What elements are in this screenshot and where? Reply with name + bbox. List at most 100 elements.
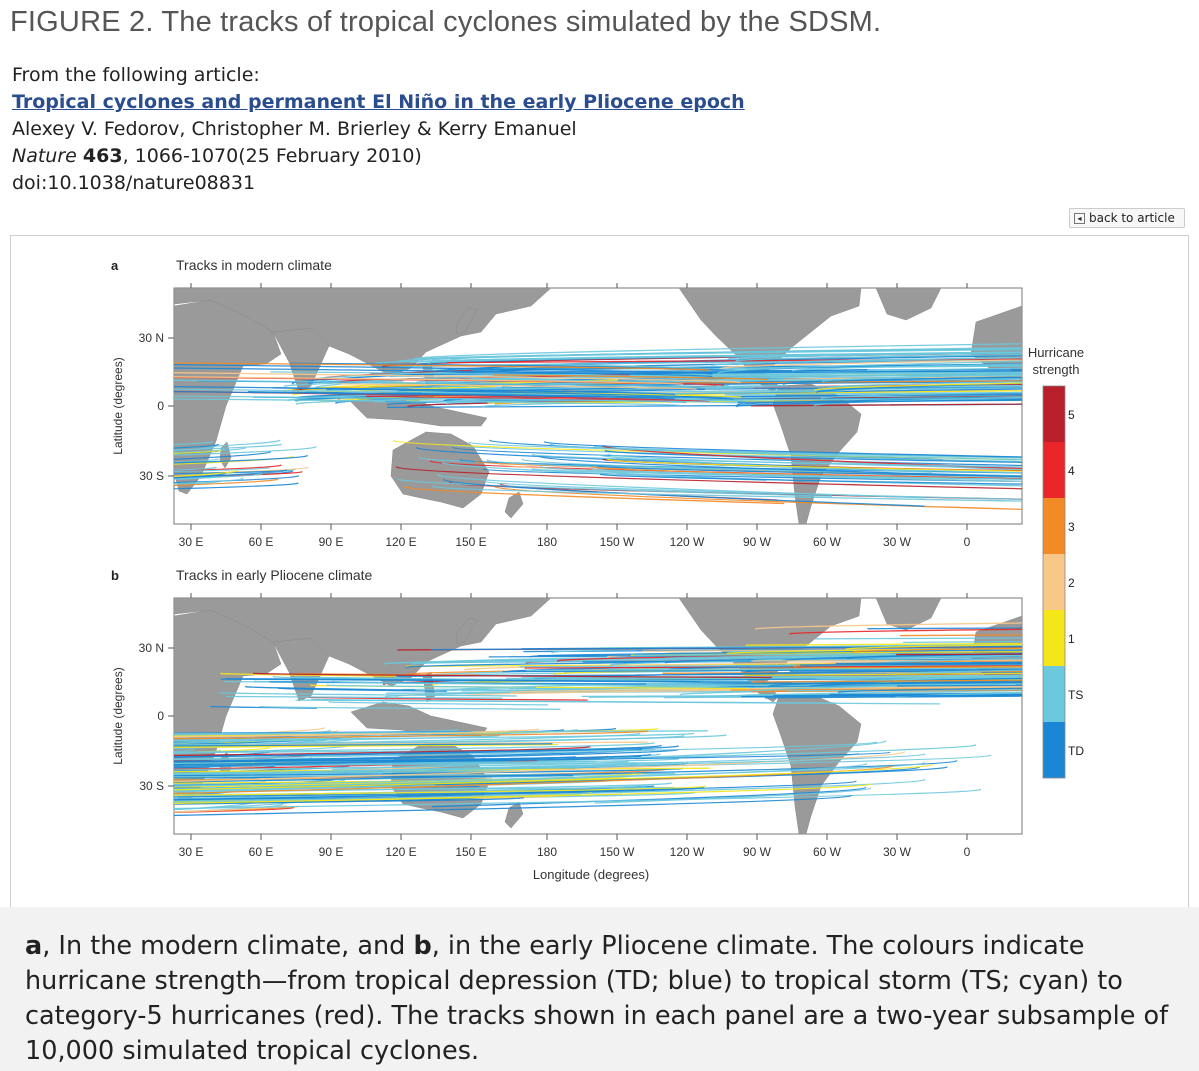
cyclone-track-b [406, 664, 1022, 676]
cyclone-track-a [436, 474, 925, 499]
panel-b-title: Tracks in early Pliocene climate [176, 567, 373, 583]
cyclone-track-a [607, 458, 1022, 472]
land-japan [455, 307, 478, 335]
back-to-article-label: back to article [1089, 211, 1175, 225]
cyclone-track-b [510, 686, 1022, 694]
cyclone-track-b [174, 745, 679, 758]
cyclone-track-a [303, 378, 784, 394]
cyclone-track-a [596, 465, 1022, 477]
cyclone-track-b [174, 748, 195, 753]
cyclone-track-a [822, 374, 1022, 383]
y-axis-label-a: Latitude (degrees) [111, 357, 125, 454]
cyclone-track-b [219, 691, 517, 697]
hurricane-strength-legend: Hurricane strength 5 4 3 2 1 TS TD [1028, 345, 1084, 779]
cyclone-track-b [174, 797, 524, 805]
cyclone-track-a [540, 466, 1022, 482]
lon-tick-label: 120 E [385, 535, 416, 549]
cyclone-track-b [174, 744, 662, 758]
cyclone-track-b [668, 662, 1022, 671]
cyclone-track-b [878, 657, 1022, 665]
article-doi: doi:10.1038/nature08831 [12, 172, 256, 194]
cyclone-track-a [736, 357, 1022, 366]
cyclone-track-a [739, 351, 1022, 360]
cyclone-track-a [599, 473, 1022, 485]
cyclone-track-b [174, 805, 299, 813]
lon-tick-label: 60 W [813, 845, 842, 859]
cyclone-track-a [427, 367, 1022, 384]
cyclone-track-a [174, 362, 710, 371]
cyclone-track-b [174, 745, 348, 754]
legend-label-2: 2 [1068, 576, 1075, 590]
cyclone-track-a [820, 391, 1022, 399]
lon-tick-label: 150 W [600, 535, 635, 549]
cyclone-track-b [226, 695, 503, 699]
cyclone-track-a [754, 363, 1022, 372]
back-arrow-icon: ◂ [1074, 212, 1085, 224]
cyclone-track-a [174, 455, 308, 464]
caption-b-text: , in the early Pliocene climate. The col… [25, 931, 1169, 1066]
land-maritime-se-asia [350, 701, 488, 737]
cyclone-track-a [174, 367, 713, 378]
cyclone-track-b [782, 653, 1022, 662]
cyclone-track-b [332, 680, 682, 687]
cyclone-track-a [816, 382, 1022, 393]
lon-tick-label: 120 W [670, 845, 705, 859]
cyclone-track-b [174, 740, 227, 746]
cyclone-track-b [439, 685, 1022, 696]
land-eurasia [174, 288, 552, 377]
cyclone-track-b [174, 751, 891, 766]
cyclone-track-b [530, 649, 1022, 658]
cyclone-track-a [174, 447, 246, 454]
cyclone-track-b [295, 699, 941, 705]
cyclone-track-b [174, 782, 672, 793]
cyclone-track-a [174, 449, 222, 455]
panel-b: b Tracks in early Pliocene climate 30 N 0… [111, 567, 1023, 882]
cyclone-track-a [174, 482, 299, 490]
cyclone-track-b [537, 744, 977, 762]
cyclone-track-a [543, 441, 1022, 458]
cyclone-track-b [845, 644, 1022, 650]
back-to-article-button[interactable]: ◂ back to article [1069, 208, 1185, 228]
cyclone-track-b [277, 687, 447, 692]
cyclone-track-a [174, 464, 282, 472]
cyclone-track-a [442, 478, 925, 507]
cyclone-track-a [174, 472, 227, 479]
cyclone-track-b [174, 764, 454, 775]
cyclone-track-b [174, 791, 230, 796]
legend-bar-outline [1042, 385, 1066, 779]
panel-a-letter: a [111, 258, 119, 273]
caption-a-label: a [25, 931, 43, 961]
article-authors: Alexey V. Fedorov, Christopher M. Brierl… [12, 118, 577, 140]
article-citation: Nature 463, 1066-1070(25 February 2010) [12, 143, 745, 170]
cyclone-track-b [174, 800, 203, 805]
cyclone-track-a [174, 476, 216, 480]
cyclone-track-b [174, 732, 695, 742]
cyclone-track-a [174, 364, 713, 375]
cyclone-track-a [174, 441, 214, 446]
cyclone-track-a [395, 466, 1022, 490]
ticks-b: 30 N 0 30 S 30 E 60 E 90 E 120 E 150 E 180 150 W 1… [139, 593, 971, 859]
article-title-link[interactable]: Tropical cyclones and permanent El Niño … [12, 91, 745, 113]
tracks-layer-a [174, 343, 1022, 511]
lon-tick-label: 150 W [600, 845, 635, 859]
cyclone-track-a [174, 439, 281, 449]
land-japan [455, 617, 478, 645]
cyclone-track-b [174, 747, 270, 754]
cyclone-track-a [174, 379, 734, 390]
land-south-america [772, 693, 862, 834]
cyclone-track-a [174, 448, 225, 454]
cyclone-track-a [538, 455, 1022, 478]
lon-tick-label: 30 E [179, 845, 204, 859]
cyclone-track-b [294, 675, 756, 682]
lon-tick-label: 30 W [883, 535, 912, 549]
cyclone-track-b [174, 753, 926, 775]
cyclone-track-b [174, 729, 518, 738]
cyclone-track-a [174, 446, 317, 456]
lon-tick-label: 90 W [743, 845, 772, 859]
cyclone-track-b [174, 796, 484, 805]
lat-tick-label: 30 S [139, 779, 164, 793]
cyclone-track-b [174, 751, 906, 783]
cyclone-track-a [428, 352, 1022, 364]
cyclone-track-a [492, 374, 769, 381]
cyclone-track-b [174, 780, 857, 801]
